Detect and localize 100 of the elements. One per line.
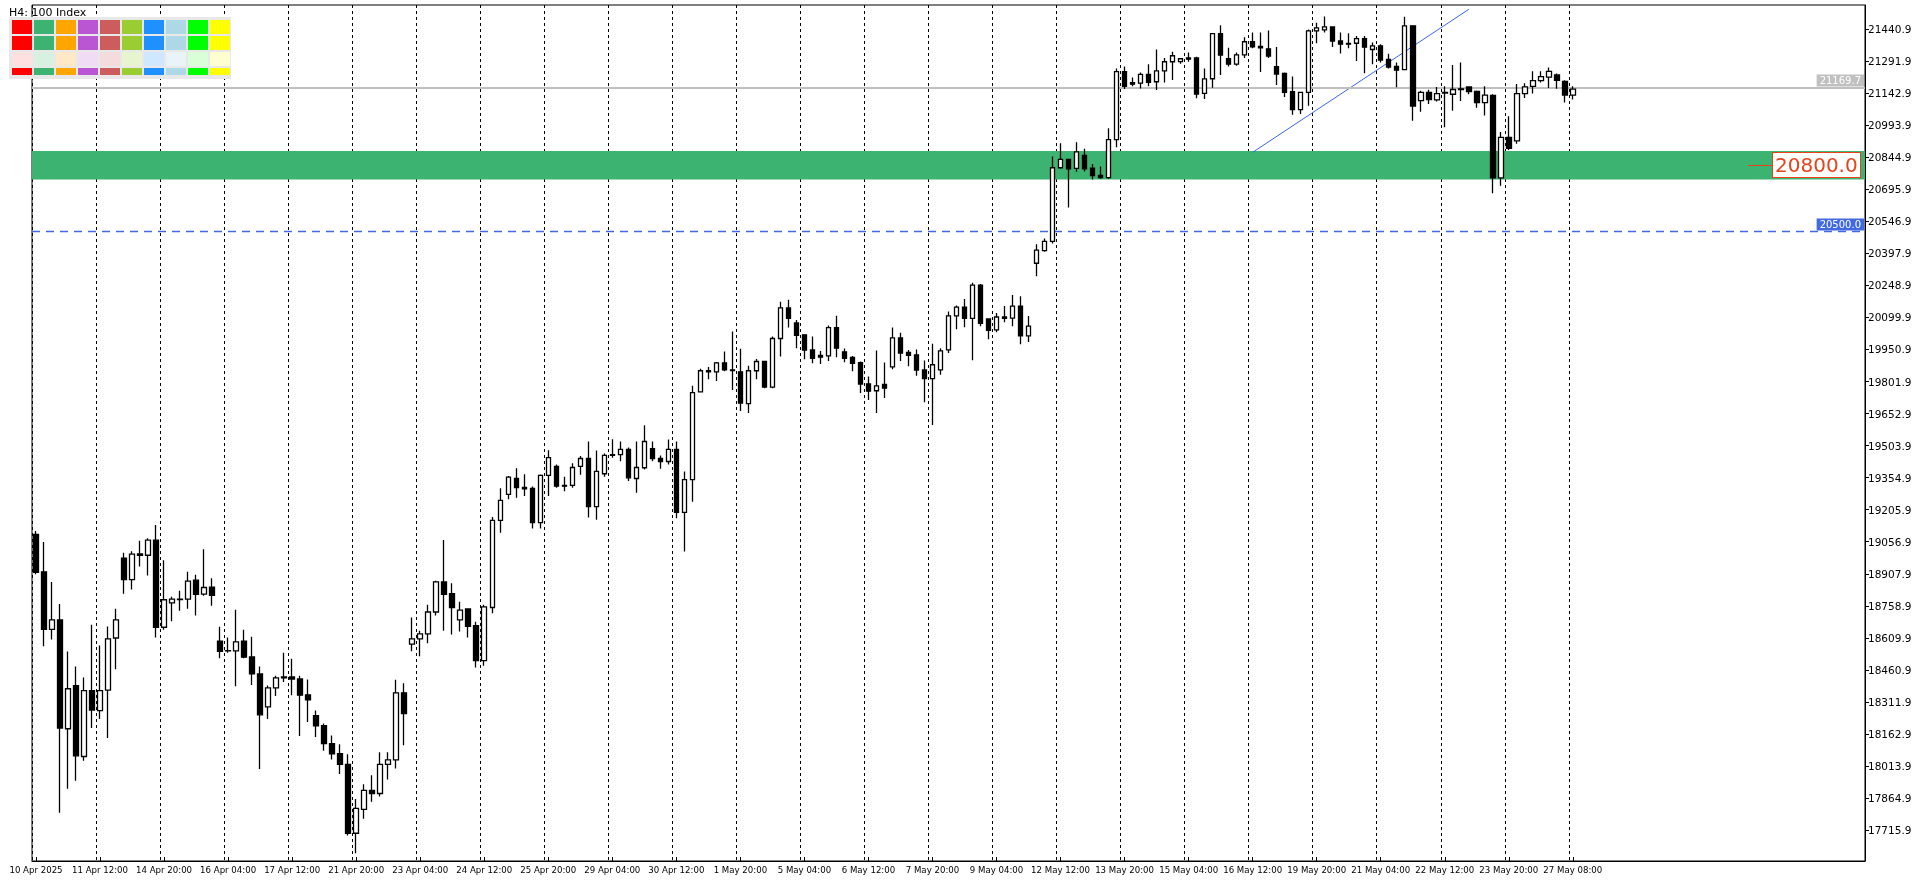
y-tick-label: 19205.9	[1868, 503, 1912, 516]
candlestick	[841, 347, 848, 363]
y-tick-label: 18162.9	[1868, 727, 1912, 740]
x-tick-label: 1 May 20:00	[713, 864, 768, 875]
y-tick-label: 19354.9	[1868, 471, 1912, 484]
candlestick	[360, 783, 368, 820]
candlestick	[1169, 51, 1176, 81]
x-tick-label: 9 May 04:00	[969, 864, 1024, 875]
candlestick	[905, 349, 912, 367]
candlestick	[817, 350, 824, 365]
y-tick-label: 20844.9	[1868, 151, 1912, 164]
candlestick	[913, 348, 920, 377]
candlestick	[1201, 67, 1208, 100]
candlestick	[432, 580, 440, 617]
candlestick	[1153, 48, 1160, 91]
x-tick-label: 29 Apr 04:00	[584, 864, 641, 875]
candlestick	[625, 446, 632, 482]
candlestick	[521, 473, 528, 497]
candlestick	[505, 475, 512, 500]
candlestick	[232, 608, 240, 687]
x-tick-label: 30 Apr 12:00	[648, 864, 705, 875]
candlestick	[376, 751, 384, 798]
y-tick-label: 20695.9	[1868, 183, 1912, 196]
candlestick	[400, 682, 408, 746]
candlestick	[1353, 35, 1360, 62]
x-tick-label: 12 May 12:00	[1031, 864, 1091, 875]
candlestick	[1553, 72, 1561, 90]
x-tick-label: 21 May 04:00	[1351, 864, 1411, 875]
candlestick	[633, 440, 640, 494]
candlestick	[649, 440, 656, 462]
x-tick-label: 15 May 04:00	[1159, 864, 1219, 875]
candlestick	[945, 310, 952, 354]
y-tick-label: 20248.9	[1868, 279, 1912, 292]
candlestick	[561, 476, 568, 492]
x-tick-label: 23 Apr 04:00	[392, 864, 449, 875]
candlestick	[833, 315, 840, 358]
chart-title: H4: 100 Index	[9, 6, 87, 19]
candlestick	[1417, 90, 1425, 113]
candlestick	[1385, 53, 1392, 70]
candlestick	[1097, 165, 1104, 180]
candlestick	[953, 304, 960, 330]
candlestick	[1393, 61, 1400, 88]
candlestick	[1337, 31, 1344, 55]
x-tick-label: 10 Apr 2025	[9, 864, 63, 875]
candlestick	[1513, 83, 1521, 145]
candlestick	[1265, 29, 1272, 59]
x-tick-label: 25 Apr 20:00	[520, 864, 577, 875]
candlestick	[320, 722, 328, 752]
candlestick	[112, 608, 120, 670]
candlestick	[208, 577, 216, 607]
candlestick	[1329, 25, 1336, 48]
candlestick	[1361, 35, 1368, 74]
candlestick	[1105, 127, 1112, 180]
x-tick-label: 14 Apr 20:00	[136, 864, 193, 875]
candlestick	[1457, 61, 1465, 102]
candlestick	[312, 709, 320, 738]
y-tick-label: 21440.9	[1868, 23, 1912, 36]
candlestick	[497, 487, 504, 534]
candlestick	[1041, 237, 1048, 253]
x-tick-label: 23 May 20:00	[1479, 864, 1539, 875]
candlestick	[1145, 63, 1152, 87]
candlestick	[304, 678, 312, 723]
candlestick	[881, 361, 888, 399]
y-tick-label: 18311.9	[1868, 695, 1912, 708]
candlestick	[825, 324, 832, 362]
candlestick	[753, 358, 760, 380]
y-tick-label: 18907.9	[1868, 567, 1912, 580]
candlestick	[1401, 16, 1408, 72]
x-tick-label: 7 May 20:00	[905, 864, 960, 875]
candlestick	[144, 537, 152, 577]
x-tick-label: 17 Apr 12:00	[264, 864, 321, 875]
y-tick-label: 19801.9	[1868, 375, 1912, 388]
y-tick-label: 18460.9	[1868, 663, 1912, 676]
candlestick	[40, 541, 48, 647]
candlestick	[809, 335, 816, 364]
candlestick	[248, 636, 256, 686]
candlestick	[1025, 315, 1032, 343]
candlestick	[745, 365, 752, 414]
candlestick	[569, 462, 576, 489]
candlestick	[489, 516, 496, 614]
x-tick-label: 16 Apr 04:00	[200, 864, 257, 875]
candlestick	[1289, 75, 1296, 116]
candlestick	[1137, 71, 1144, 90]
candlestick	[1449, 64, 1457, 112]
candlestick	[641, 424, 648, 471]
y-tick-label: 19950.9	[1868, 343, 1912, 356]
ref-line-label: 20500.0	[1819, 218, 1861, 230]
y-tick-label: 19652.9	[1868, 407, 1912, 420]
candlestick	[1545, 66, 1553, 89]
candlestick	[424, 604, 432, 644]
candlestick	[1233, 51, 1240, 67]
candlestick	[1081, 148, 1088, 173]
x-tick-label: 21 Apr 20:00	[328, 864, 385, 875]
candlestick	[464, 607, 472, 639]
candlestick	[1017, 295, 1024, 345]
candlestick	[1281, 71, 1288, 98]
candlestick	[384, 751, 392, 781]
candlestick	[192, 574, 200, 617]
candlestick	[1465, 85, 1473, 95]
candlestick	[529, 485, 536, 530]
